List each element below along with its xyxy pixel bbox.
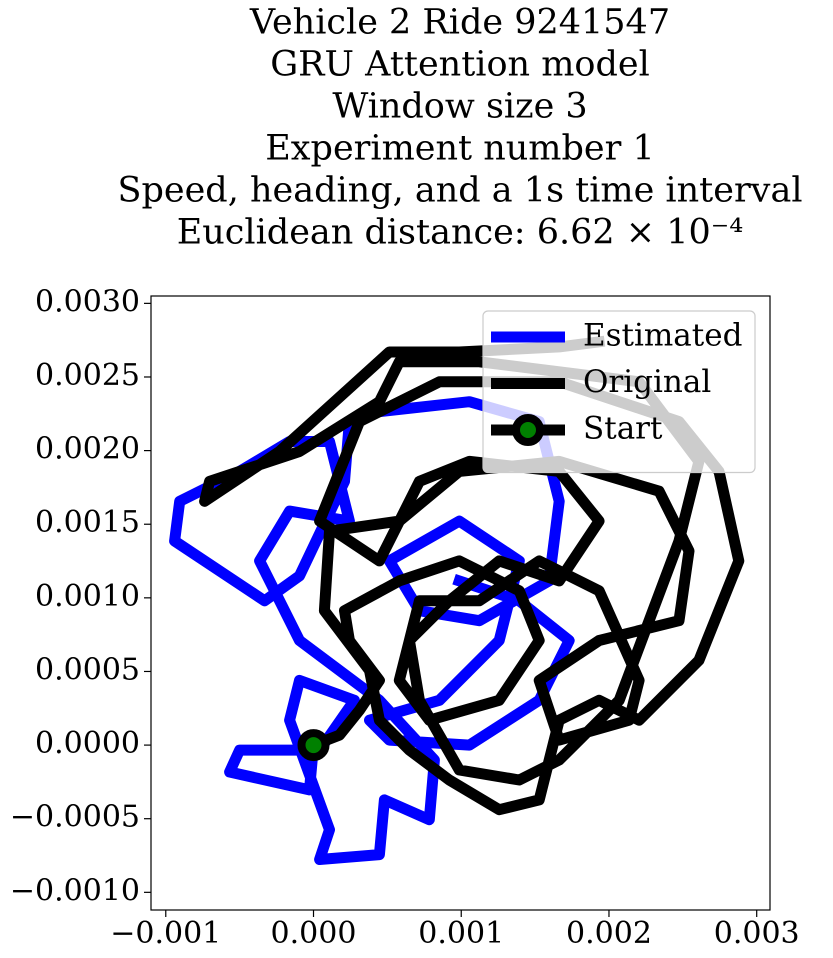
start-marker — [297, 729, 330, 762]
y-tick-label: 0.0015 — [35, 505, 140, 540]
chart-title-line: GRU Attention model — [270, 45, 650, 85]
y-tick-label: 0.0030 — [35, 284, 140, 319]
x-tick-label: 0.003 — [714, 916, 800, 951]
ticks: −0.001 0.000 0.001 0.002 0.003 −0.0010 −0.0005… — [10, 284, 800, 951]
legend-marker — [512, 414, 544, 446]
x-tick-label: 0.000 — [271, 916, 357, 951]
plot-area — [169, 335, 745, 865]
trajectory-line — [169, 396, 575, 865]
y-tick-label: 0.0005 — [35, 652, 140, 687]
legend-label: Estimated — [583, 318, 742, 354]
y-tick-label: 0.0010 — [35, 579, 140, 614]
legend-label: Original — [583, 364, 711, 400]
chart-title-line: Window size 3 — [332, 87, 587, 127]
y-tick-label: 0.0025 — [35, 358, 140, 393]
y-tick-label: 0.0020 — [35, 432, 140, 467]
x-tick-label: −0.001 — [110, 916, 221, 951]
x-tick-label: 0.001 — [418, 916, 504, 951]
legend: Estimated Original Start — [482, 310, 756, 474]
chart-title-line: Speed, heading, and a 1s time interval — [117, 171, 802, 211]
trajectory-line — [199, 335, 745, 816]
axes-frame — [150, 295, 771, 911]
x-tick-label: 0.002 — [566, 916, 652, 951]
y-tick-label: −0.0005 — [10, 800, 140, 835]
chart-title-line: Euclidean distance: 6.62 × 10⁻⁴ — [177, 213, 744, 253]
y-tick-label: 0.0000 — [35, 726, 140, 761]
chart-title-line: Vehicle 2 Ride 9241547 — [249, 3, 670, 43]
chart-title-line: Experiment number 1 — [265, 129, 654, 169]
legend-label: Start — [583, 411, 663, 447]
y-tick-label: −0.0010 — [10, 873, 140, 908]
